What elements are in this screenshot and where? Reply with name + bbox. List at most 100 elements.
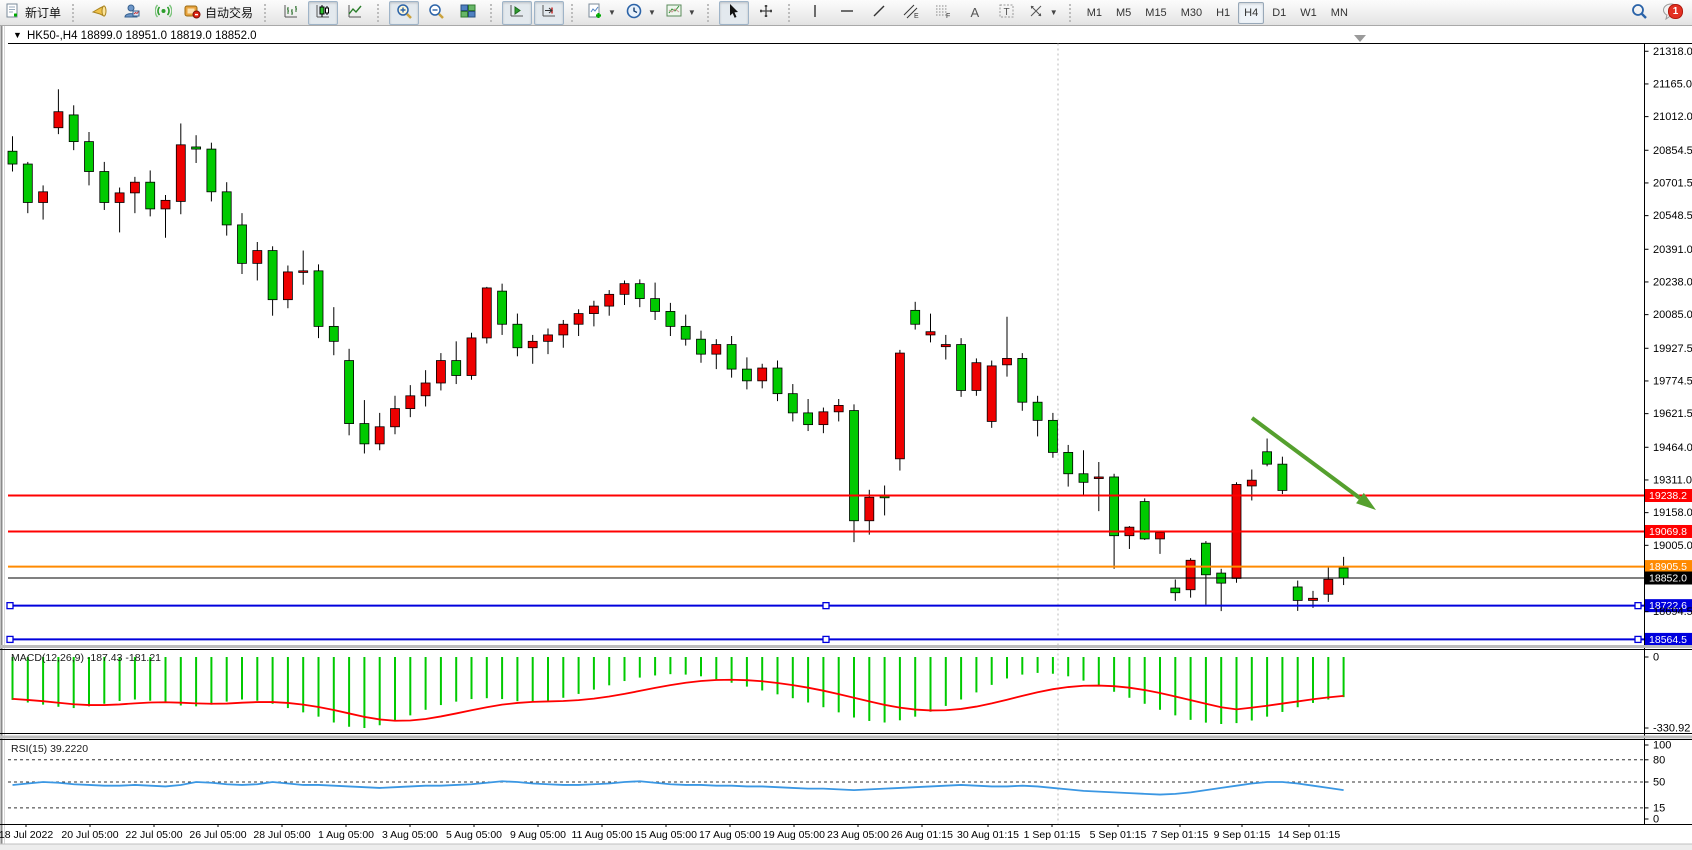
fibonacci-icon: F [934, 3, 951, 22]
time-tick-label: 17 Aug 05:00 [699, 829, 761, 841]
candle-body [1170, 587, 1181, 594]
candle-body [833, 405, 844, 413]
line-handle[interactable] [822, 601, 830, 610]
signal-icon [154, 3, 173, 22]
periods-dropdown-arrow[interactable]: ▼ [647, 8, 656, 17]
arrows-dropdown-arrow[interactable]: ▼ [1049, 8, 1058, 17]
chart-title-text: HK50-,H4 18899.0 18951.0 18819.0 18852.0 [27, 30, 257, 42]
zoom-in-icon [396, 3, 413, 23]
text-label-tool[interactable]: T [992, 1, 1022, 25]
time-tick-label: 22 Jul 05:00 [125, 829, 182, 841]
horizontal-line-tool[interactable] [832, 1, 862, 25]
line-handle[interactable] [6, 601, 14, 610]
channel-icon: E [902, 3, 919, 22]
autotrade-button[interactable]: 自动交易 [180, 1, 257, 25]
candle-body [1139, 501, 1150, 540]
candle-body [803, 412, 813, 426]
time-tick-label: 9 Sep 01:15 [1214, 829, 1271, 841]
candle-body [604, 293, 615, 307]
candle-body [1063, 452, 1074, 475]
tile-windows-button[interactable] [453, 1, 483, 25]
fibonacci-tool[interactable]: F [928, 1, 958, 25]
time-axis: 18 Jul 2022 20 Jul 05:00 22 Jul 05:00 26 Ju… [0, 824, 1340, 841]
periods-button[interactable]: ▼ [622, 1, 660, 25]
chart-shift-marker[interactable] [1354, 35, 1366, 42]
timeframe-H1[interactable]: H1 [1216, 6, 1231, 19]
candlestick-chart-button[interactable] [308, 0, 339, 25]
cursor-button[interactable] [718, 0, 749, 25]
time-tick-label: 5 Sep 01:15 [1090, 829, 1147, 841]
trend-arrow-annotation[interactable] [1250, 416, 1376, 510]
time-tick-label: 7 Sep 01:15 [1152, 829, 1209, 841]
auto-scroll-button[interactable] [502, 0, 533, 25]
vertical-line-tool[interactable] [800, 1, 830, 25]
zoom-out-button[interactable] [421, 1, 451, 25]
alerts-button[interactable] [84, 1, 114, 25]
candle-body [390, 408, 400, 428]
price-badge [1645, 632, 1692, 646]
line-handle[interactable] [6, 635, 14, 644]
arrow-shaft[interactable] [1250, 416, 1362, 500]
hline-18564.5[interactable]: 18564.5 [6, 632, 1692, 646]
line-handle[interactable] [822, 635, 830, 644]
macd-axis-label: 0 [1653, 652, 1659, 664]
indicators-icon [587, 3, 603, 22]
price-badge-label: 19069.8 [1649, 526, 1687, 538]
timeframe-M1[interactable]: M1 [1086, 6, 1102, 19]
timeframe-H4[interactable]: H4 [1238, 1, 1265, 24]
notifications-button[interactable]: 1 [1656, 1, 1686, 25]
line-handle[interactable] [1634, 601, 1642, 610]
hline-18722.6[interactable]: 18722.6 [6, 599, 1692, 613]
timeframe-W1[interactable]: W1 [1300, 6, 1317, 19]
line-handle[interactable] [1634, 635, 1642, 644]
timeframe-M5[interactable]: M5 [1116, 6, 1132, 19]
hline-19069.8[interactable]: 19069.8 [8, 524, 1692, 538]
hline-19238.2[interactable]: 19238.2 [8, 489, 1692, 503]
hline-18905.5[interactable]: 18905.5 [8, 560, 1692, 574]
candle-body [956, 344, 966, 391]
rsi-axis-label: 100 [1653, 740, 1671, 752]
hline-18852.0[interactable]: 18852.0 [8, 571, 1692, 585]
candle-body [742, 368, 752, 382]
price-tick-label: 20085.0 [1653, 309, 1692, 321]
time-tick-label: 1 Aug 05:00 [318, 829, 374, 841]
channel-tool[interactable]: E [896, 1, 926, 25]
candle-body [252, 250, 263, 264]
indicators-dropdown-arrow[interactable]: ▼ [608, 8, 616, 17]
community-button[interactable] [116, 1, 146, 25]
candle-body [344, 360, 355, 424]
signals-button[interactable] [148, 1, 178, 25]
timeframe-M30[interactable]: M30 [1180, 6, 1203, 19]
bar-chart-button[interactable] [276, 1, 306, 25]
candle-body [711, 344, 722, 355]
candle-body [99, 171, 110, 203]
candle-body [1292, 586, 1303, 601]
timeframe-group: M1 M5 M15 M30 H1 H4 D1 W1 MN [1080, 1, 1355, 24]
search-button[interactable] [1624, 1, 1654, 25]
price-tick-label: 19464.0 [1653, 442, 1692, 454]
candle-body [53, 111, 64, 129]
price-tick-label: 20548.5 [1653, 210, 1692, 222]
price-badge [1645, 524, 1692, 538]
chart-shift-button[interactable] [534, 0, 565, 25]
timeframe-M15[interactable]: M15 [1145, 6, 1167, 19]
text-tool[interactable]: A [960, 1, 990, 25]
zoom-in-button[interactable] [389, 0, 420, 25]
trendline-tool[interactable] [864, 1, 894, 25]
line-chart-button[interactable] [340, 1, 370, 25]
crosshair-button[interactable] [751, 1, 781, 25]
text-tool-icon: A [970, 5, 980, 20]
templates-button[interactable]: ▼ [662, 1, 700, 25]
indicators-button[interactable]: ▼ [583, 1, 620, 25]
new-order-button[interactable]: 新订单 [1, 1, 65, 25]
candle-body [527, 340, 538, 349]
symbol-dropdown-icon[interactable]: ▼ [13, 30, 22, 40]
timeframe-MN[interactable]: MN [1330, 6, 1348, 19]
timeframe-D1[interactable]: D1 [1272, 6, 1287, 19]
arrows-tool[interactable]: ▼ [1024, 1, 1062, 25]
horn-icon [91, 3, 108, 22]
svg-text:T: T [1004, 7, 1010, 18]
arrow-head[interactable] [1356, 492, 1376, 510]
templates-dropdown-arrow[interactable]: ▼ [687, 8, 696, 17]
